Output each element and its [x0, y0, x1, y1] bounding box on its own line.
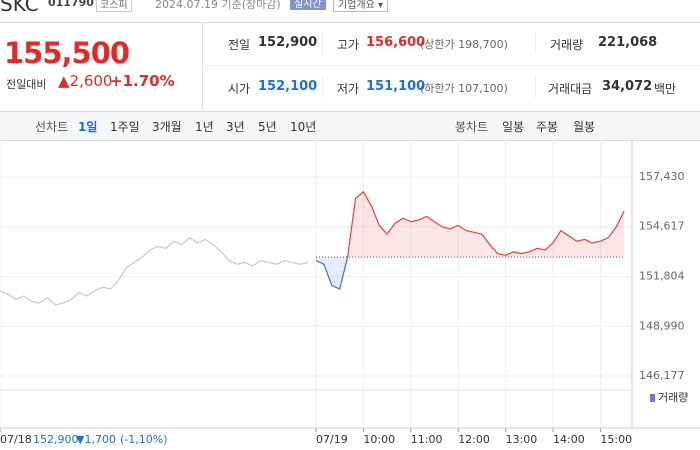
period-tab[interactable]: 1주일 — [110, 120, 140, 134]
period-tab[interactable]: 1년 — [195, 120, 214, 134]
x-tick-label: 12:00 — [458, 433, 490, 446]
x-tick-label: 11:00 — [411, 433, 443, 446]
y-tick-label: 157,430 — [639, 170, 685, 183]
quote-label: 고가 — [337, 38, 360, 52]
quote-label: 거래대금 — [548, 82, 593, 96]
quote-note: (상한가 198,700) — [420, 38, 508, 51]
y-tick-label: 146,177 — [639, 369, 685, 382]
quote-label: 전일 — [228, 38, 251, 52]
info-price: 152,900 — [33, 433, 79, 446]
stock-code: 011790 — [48, 0, 94, 9]
info-change: ▼1,700 — [76, 433, 116, 446]
divider — [322, 76, 323, 98]
x-tick-label: 07/18 — [0, 433, 32, 446]
change-label: 전일대비 — [6, 78, 47, 91]
divider — [322, 32, 323, 54]
divider — [535, 32, 536, 54]
period-tab[interactable]: 3년 — [226, 120, 245, 134]
quote-value: 34,072 — [602, 79, 653, 94]
period-tab[interactable]: 10년 — [290, 120, 317, 134]
stock-name: SKC — [0, 0, 39, 16]
y-tick-label: 154,617 — [639, 220, 685, 233]
price-line — [0, 236, 309, 306]
price-line-up — [346, 190, 625, 258]
quote-value: 151,100 — [366, 79, 426, 94]
chart: 157,430 154,617 151,804 148,990 146,177 07/18… — [0, 140, 700, 446]
realtime-button[interactable]: 실시간 — [290, 0, 326, 10]
volume-label: 거래량 — [658, 391, 688, 404]
tab-bar — [0, 111, 700, 141]
quote-value: 152,100 — [258, 79, 318, 94]
tab-label: 선차트 — [35, 120, 69, 134]
y-tick-label: 148,990 — [639, 319, 685, 332]
period-tab[interactable]: 5년 — [258, 120, 277, 134]
divider — [202, 22, 203, 110]
quote-value: 156,600 — [366, 35, 426, 50]
date: 2024.07.19 기준(장마감) — [155, 0, 281, 11]
divider — [202, 65, 700, 66]
candle-tab[interactable]: 월봉 — [573, 120, 596, 134]
info-rate: (-1,10%) — [120, 433, 168, 446]
quote-value: 221,068 — [598, 35, 658, 50]
divider — [535, 76, 536, 98]
quote-unit: 백만 — [654, 82, 677, 96]
quote-label: 거래량 — [550, 38, 584, 52]
legend-swatch — [650, 394, 655, 402]
quote-value: 152,900 — [258, 35, 318, 50]
candle-tab[interactable]: 주봉 — [536, 120, 559, 134]
x-tick-label: 10:00 — [363, 433, 395, 446]
x-tick-label: 07/19 — [316, 433, 348, 446]
candle-tab[interactable]: 일봉 — [502, 120, 525, 134]
current-price: 155,500 — [4, 36, 130, 70]
quote-label: 시가 — [228, 82, 251, 96]
change: ▲2,600 — [58, 72, 113, 90]
change-rate: +1.70% — [110, 72, 175, 90]
x-tick-label: 14:00 — [553, 433, 585, 446]
x-tick-label: 15:00 — [600, 433, 632, 446]
market-badge: 코스피 — [96, 0, 132, 12]
divider — [0, 22, 700, 23]
company-button[interactable]: 기업개요 ▾ — [333, 0, 388, 12]
quote-label: 저가 — [337, 82, 360, 96]
y-tick-label: 151,804 — [639, 269, 685, 282]
period-tab[interactable]: 3개월 — [152, 120, 182, 134]
period-tab[interactable]: 1일 — [78, 120, 98, 134]
x-tick-label: 13:00 — [506, 433, 538, 446]
quote-note: (하한가 107,100) — [420, 82, 508, 95]
tab-label: 봉차트 — [455, 120, 489, 134]
